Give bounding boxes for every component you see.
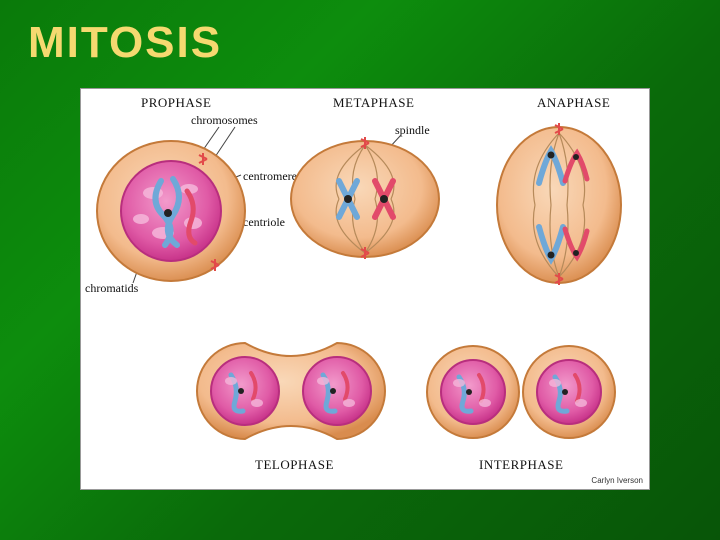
cell-telophase: [191, 333, 391, 449]
credit-text: Carlyn Iverson: [591, 476, 643, 485]
cell-prophase: [93, 133, 249, 289]
cell-interphase: [423, 337, 619, 447]
cell-anaphase: [491, 121, 627, 289]
mitosis-figure: PROPHASE METAPHASE ANAPHASE TELOPHASE IN…: [80, 88, 650, 490]
cell-metaphase: [287, 133, 443, 265]
page-title: MITOSIS: [0, 0, 720, 68]
